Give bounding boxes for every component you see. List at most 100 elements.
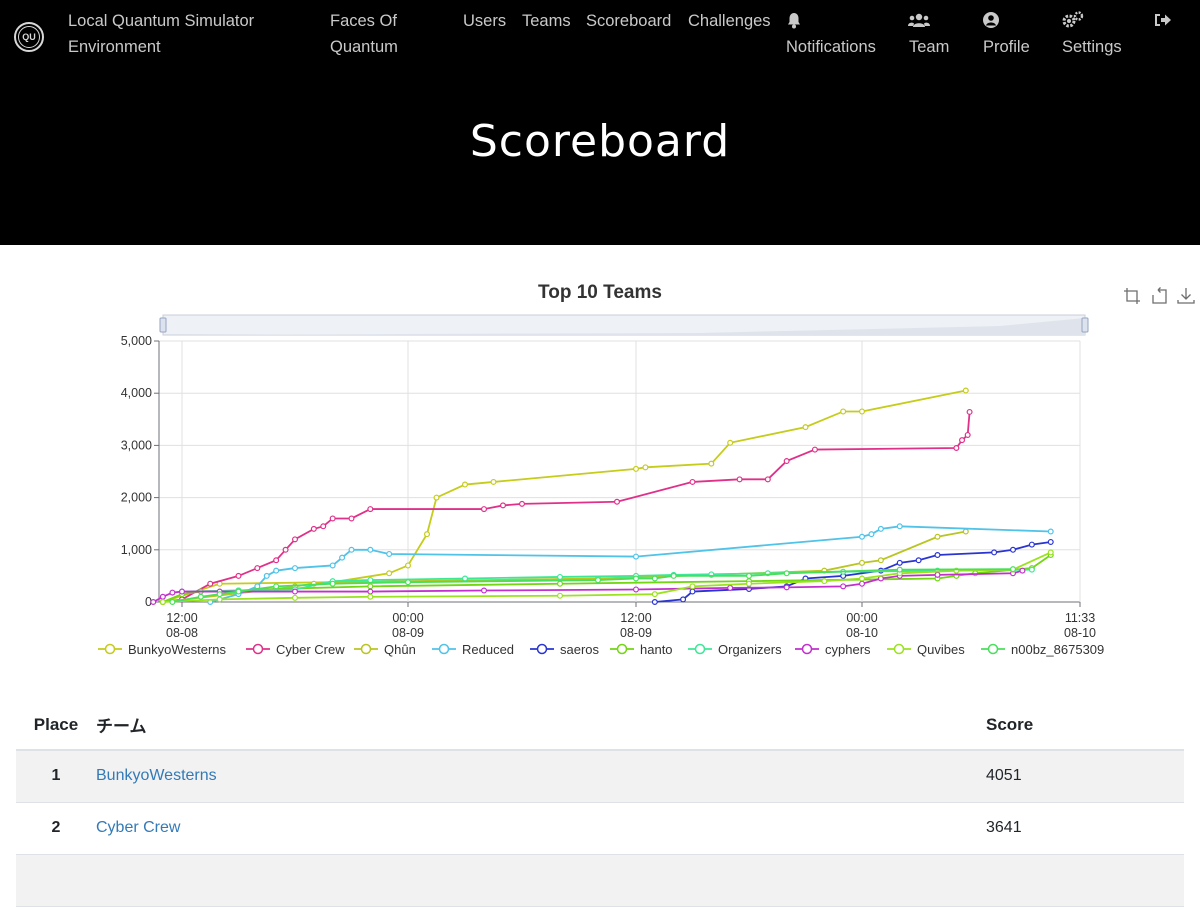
data-point <box>292 565 299 572</box>
data-point <box>811 446 818 453</box>
legend-label: hanto <box>640 642 673 657</box>
data-point <box>462 575 469 582</box>
data-point <box>367 583 374 590</box>
faces-line-1: Faces Of <box>330 12 397 30</box>
legend-item: Qhûn <box>354 642 416 657</box>
series-n00bz_8675309 <box>169 566 1016 606</box>
data-point <box>966 408 973 415</box>
data-point <box>273 583 280 590</box>
users-icon <box>908 13 930 27</box>
logo[interactable]: QU <box>14 22 44 52</box>
data-point <box>594 577 601 584</box>
legend-label: saeros <box>560 642 600 657</box>
data-point <box>934 552 941 559</box>
nav-faces-of-quantum[interactable]: Faces Of Quantum <box>330 8 398 60</box>
legend-label: BunkyoWesterns <box>128 642 227 657</box>
data-point <box>896 559 903 566</box>
data-point <box>329 515 336 522</box>
table-row <box>16 854 1184 907</box>
data-point <box>745 572 752 579</box>
series-Quvibes <box>159 549 1054 606</box>
data-point <box>680 596 687 603</box>
data-point <box>821 578 828 585</box>
data-point <box>424 531 431 538</box>
legend-marker <box>694 643 706 655</box>
zoom-handle-left <box>159 317 167 333</box>
row-place: 1 <box>16 750 96 803</box>
legend-item: n00bz_8675309 <box>981 642 1104 657</box>
faces-line-2: Quantum <box>330 38 398 56</box>
nav-users[interactable]: Users <box>463 12 507 30</box>
data-point <box>964 431 971 438</box>
legend-label: Organizers <box>718 642 782 657</box>
data-point <box>632 586 639 593</box>
sign-out-icon[interactable] <box>1154 12 1172 28</box>
legend-marker <box>252 643 264 655</box>
data-point <box>292 536 299 543</box>
team-link[interactable]: Cyber Crew <box>96 819 181 836</box>
data-point <box>642 464 649 471</box>
legend-marker <box>987 643 999 655</box>
data-point <box>1047 538 1054 545</box>
legend-item: saeros <box>530 642 600 657</box>
restore-icon[interactable] <box>1150 286 1170 306</box>
legend-item: Reduced <box>432 642 514 657</box>
data-point <box>783 570 790 577</box>
data-point <box>556 580 563 587</box>
nav-scoreboard[interactable]: Scoreboard <box>586 12 672 30</box>
nav-teams[interactable]: Teams <box>522 12 571 30</box>
brand-line-1: Local Quantum Simulator <box>68 12 255 30</box>
nav-challenges[interactable]: Challenges <box>688 12 771 30</box>
data-point <box>1028 541 1035 548</box>
legend-marker <box>893 643 905 655</box>
series-Cyber Crew <box>159 408 973 606</box>
data-point <box>235 572 242 579</box>
brand-link[interactable]: Local Quantum Simulator Environment <box>68 8 254 60</box>
data-point <box>367 546 374 553</box>
score-graph: Top 10 Teams 5,000 4,000 3,000 2,000 1,000 0 12… <box>0 268 1200 668</box>
data-point <box>858 533 865 540</box>
data-point <box>632 465 639 472</box>
data-point <box>481 506 488 513</box>
data-point <box>802 424 809 431</box>
data-point <box>348 515 355 522</box>
legend-item: hanto <box>610 642 673 657</box>
data-point <box>405 562 412 569</box>
bell-icon <box>788 13 800 29</box>
table-header-row: Place チーム Score <box>16 700 1184 751</box>
save-image-icon[interactable] <box>1176 286 1196 306</box>
header-team: チーム <box>96 700 986 751</box>
data-point <box>613 498 620 505</box>
data-point <box>179 588 186 595</box>
data-point <box>858 580 865 587</box>
data-point <box>500 502 507 509</box>
team-link[interactable]: BunkyoWesterns <box>96 767 217 785</box>
data-point <box>367 593 374 600</box>
legend-label: n00bz_8675309 <box>1011 642 1104 657</box>
legend-label: Qhûn <box>384 642 416 657</box>
data-point <box>632 553 639 560</box>
data-point <box>159 599 166 606</box>
zoom-icon[interactable] <box>1122 286 1142 306</box>
data-point <box>651 599 658 606</box>
data-point <box>962 528 969 535</box>
legend-marker <box>104 643 116 655</box>
data-point <box>386 550 393 557</box>
data-point <box>896 523 903 530</box>
data-point <box>273 557 280 564</box>
series-BunkyoWesterns <box>159 387 969 606</box>
data-point <box>959 437 966 444</box>
data-point <box>1047 549 1054 556</box>
data-point <box>632 575 639 582</box>
data-point <box>1009 546 1016 553</box>
legend-item: cyphers <box>795 642 871 657</box>
data-point <box>405 579 412 586</box>
data-point <box>263 572 270 579</box>
series-line <box>162 551 1052 603</box>
data-point <box>651 591 658 598</box>
data-point <box>651 575 658 582</box>
data-point <box>868 531 875 538</box>
data-point <box>708 460 715 467</box>
legend-label: Cyber Crew <box>276 642 345 657</box>
data-point <box>310 525 317 532</box>
